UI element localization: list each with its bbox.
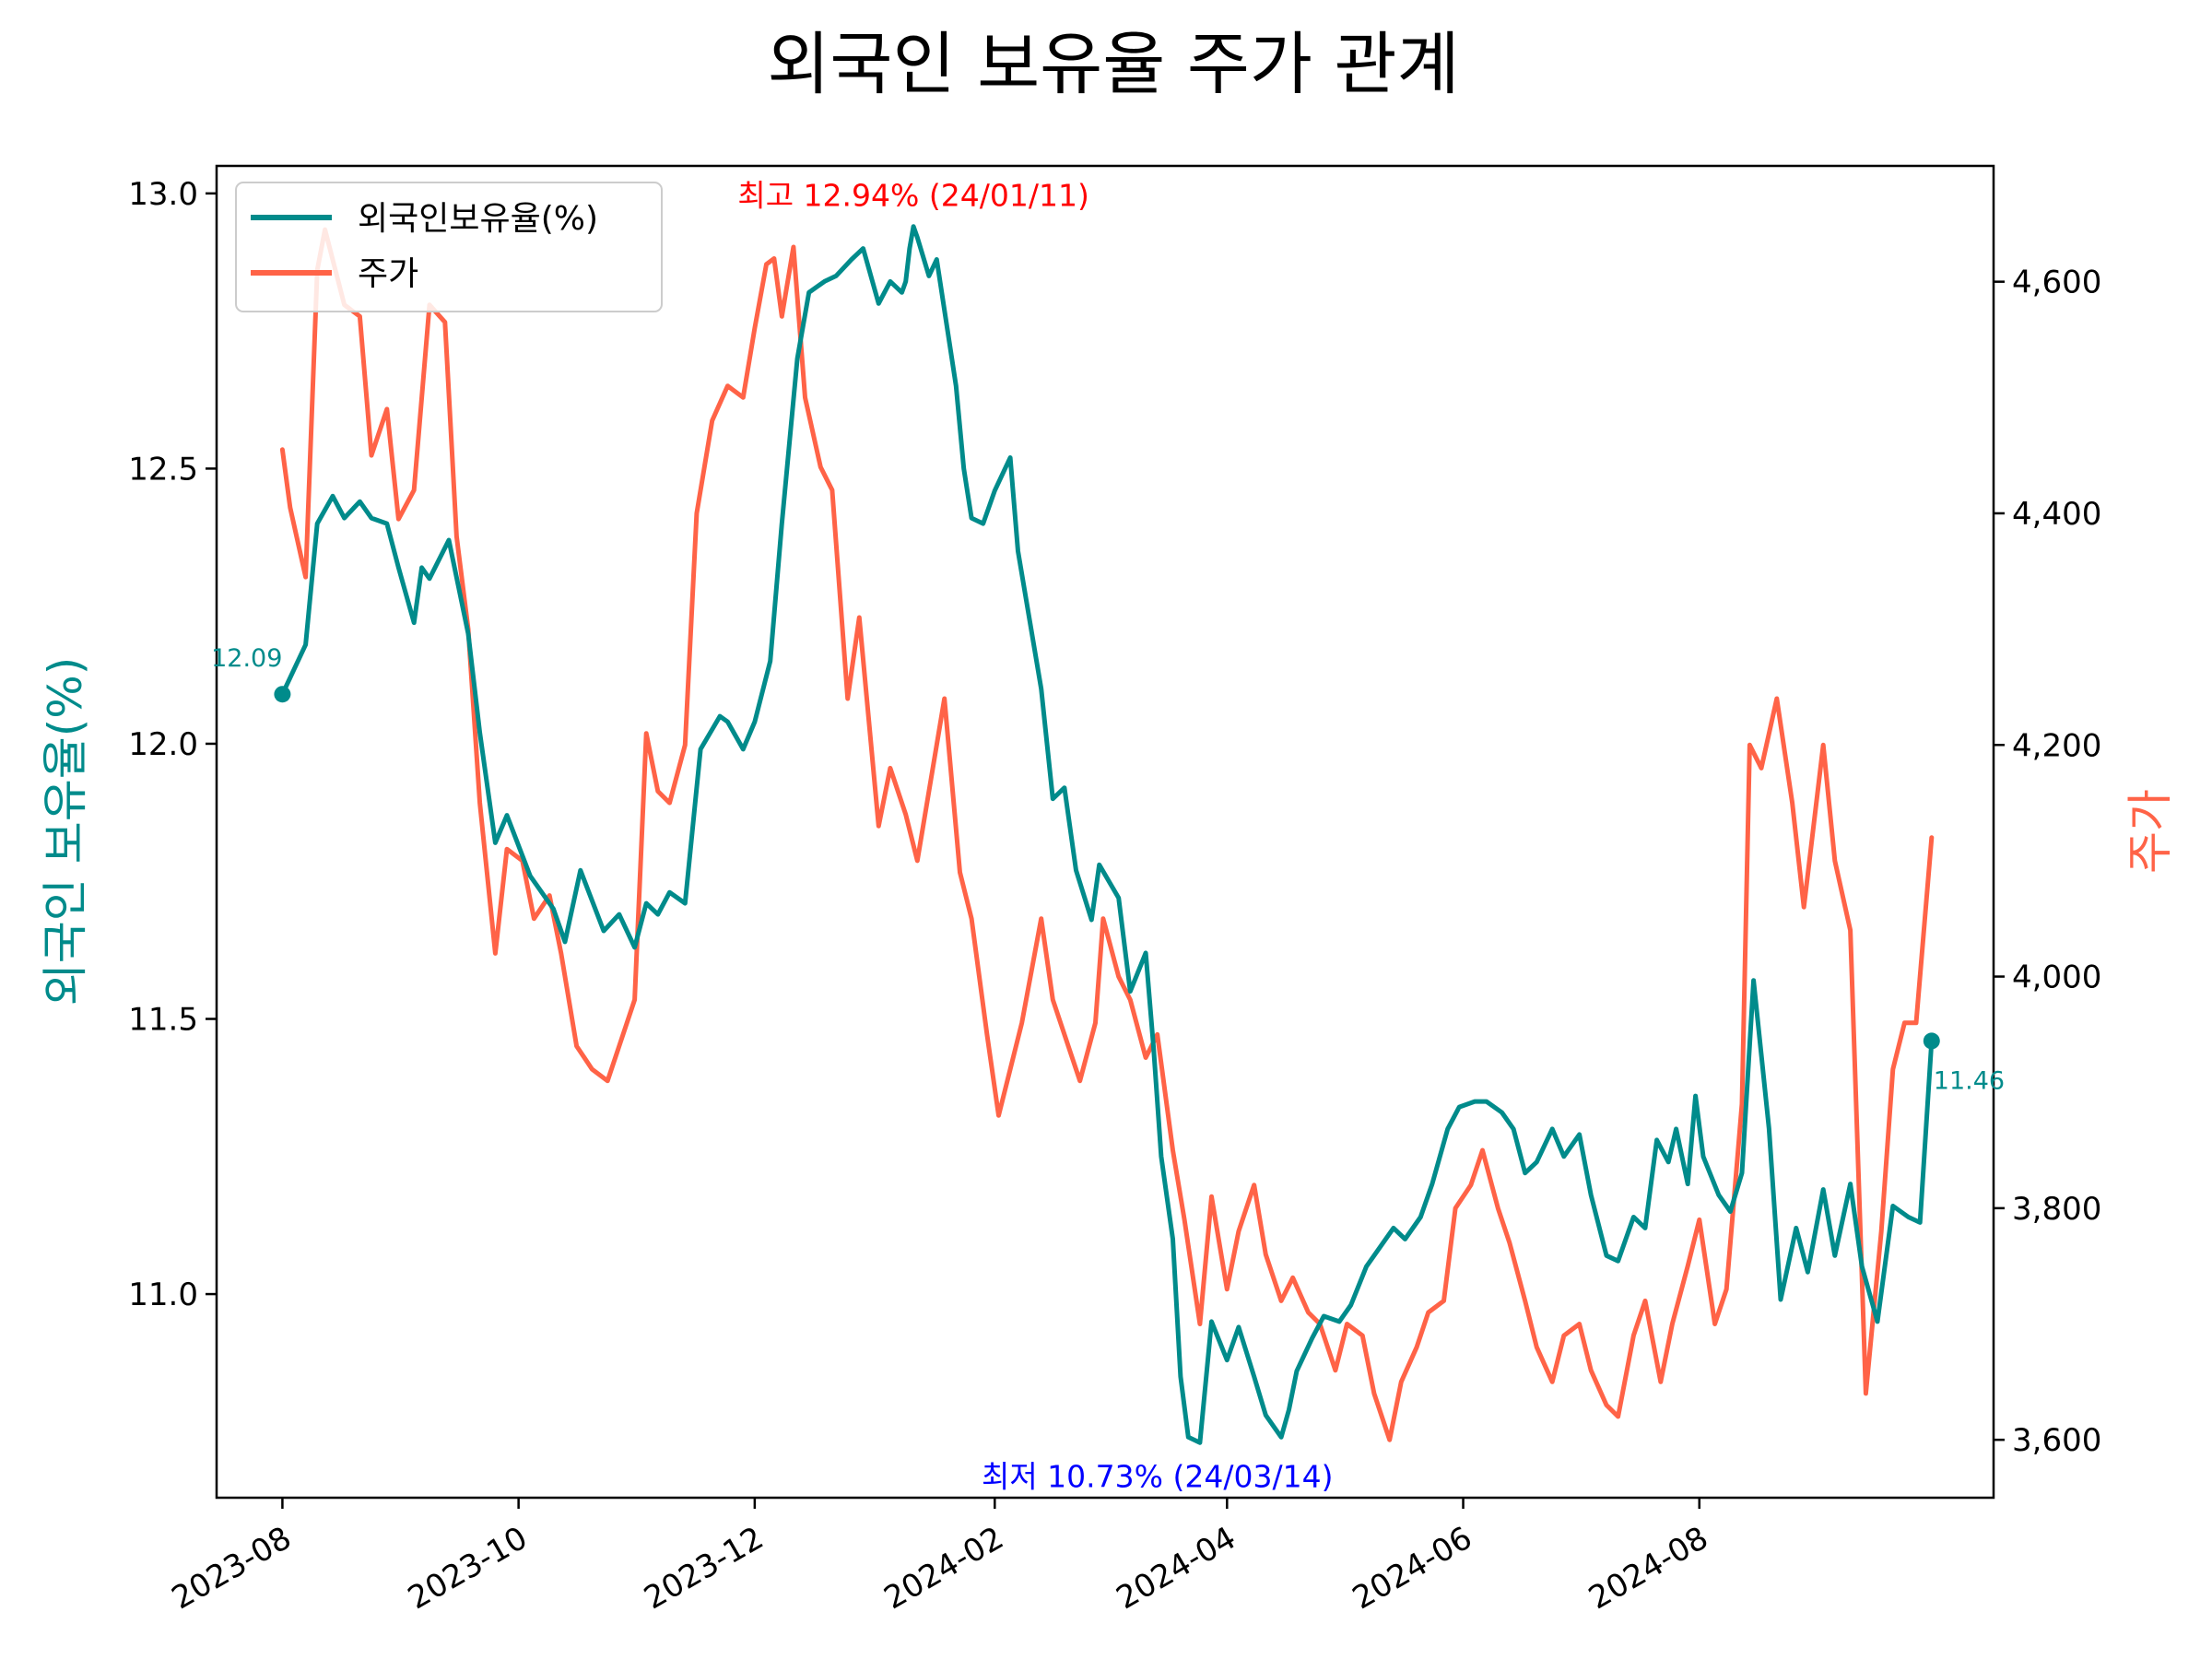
- y-right-tick-label: 4,400: [2012, 496, 2101, 533]
- plot-area: [215, 164, 1995, 1500]
- y-right-tick-label: 3,800: [2012, 1191, 2101, 1228]
- legend-box: [235, 182, 663, 312]
- y-axis-right: 3,600 3,800 4,000 4,200 4,400 4,600: [1994, 265, 2101, 1459]
- annotation-layer: 최고 12.94% (24/01/11) 최저 10.73% (24/03/14)…: [211, 178, 2005, 1495]
- y-axis-left-title: 외국인 보유율(%): [39, 657, 92, 1006]
- y-right-tick-label: 4,200: [2012, 727, 2101, 764]
- chart-title: 외국인 보유율 주가 관계: [767, 25, 1459, 104]
- series-line-price: [279, 227, 1935, 1442]
- min-annotation: 최저 10.73% (24/03/14): [982, 1458, 1334, 1494]
- series-line-ownership: [279, 224, 1935, 1445]
- start-point-label: 12.09: [211, 644, 282, 673]
- y-right-tick-label: 3,600: [2012, 1422, 2101, 1459]
- plot-frame: [215, 164, 1995, 1500]
- legend: 외국인보유율(%) 주가: [235, 182, 663, 312]
- y-right-tick-label: 4,600: [2012, 265, 2101, 301]
- y-left-tick-label: 11.5: [128, 1002, 198, 1039]
- end-point-marker: [1923, 1032, 1940, 1050]
- y-right-tick-label: 4,000: [2012, 959, 2101, 996]
- start-point-marker: [274, 686, 291, 703]
- y-axis-left: 11.0 11.5 12.0 12.5 13.0: [128, 176, 217, 1313]
- legend-label-price: 주가: [358, 255, 418, 293]
- y-left-tick-label: 11.0: [128, 1277, 198, 1313]
- series-layer: [279, 224, 1935, 1445]
- y-left-tick-label: 12.5: [128, 451, 198, 488]
- max-annotation: 최고 12.94% (24/01/11): [737, 178, 1089, 214]
- end-point-label: 11.46: [1934, 1066, 2005, 1095]
- y-axis-right-title: 주가: [2124, 789, 2177, 874]
- y-left-tick-label: 12.0: [128, 726, 198, 763]
- legend-label-ownership: 외국인보유율(%): [358, 200, 598, 238]
- y-left-tick-label: 13.0: [128, 176, 198, 213]
